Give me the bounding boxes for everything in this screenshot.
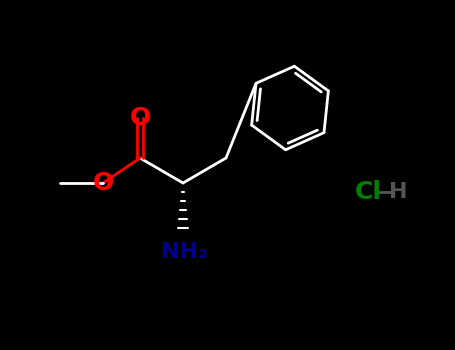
Text: O: O — [92, 171, 114, 195]
Text: Cl: Cl — [354, 180, 381, 204]
Text: O: O — [129, 106, 151, 130]
Text: NH₂: NH₂ — [161, 242, 207, 262]
Text: H: H — [389, 182, 407, 202]
